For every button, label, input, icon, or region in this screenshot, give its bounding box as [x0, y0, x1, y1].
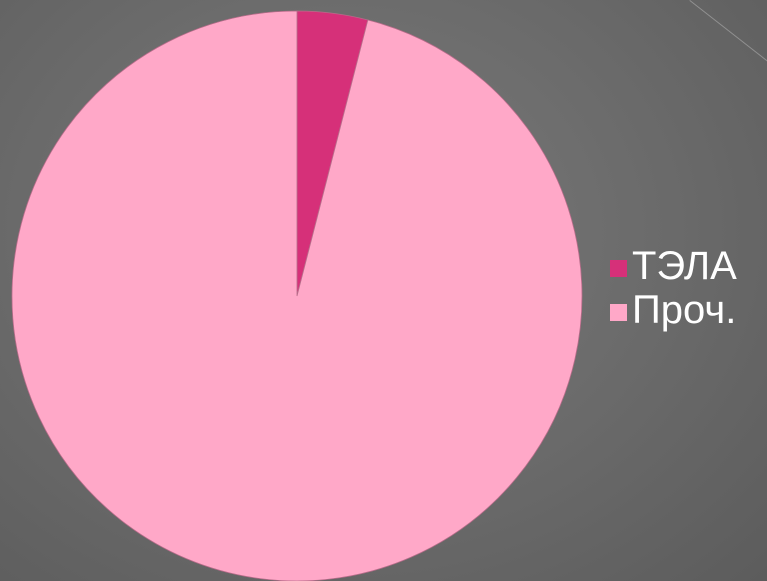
legend-label-tela: ТЭЛА [632, 244, 737, 288]
legend: ТЭЛА Проч. [610, 244, 737, 332]
legend-item-tela: ТЭЛА [610, 244, 737, 288]
legend-swatch-tela [610, 259, 627, 277]
legend-swatch-other [610, 303, 627, 321]
pie-slice-other [11, 10, 583, 581]
legend-label-other: Проч. [632, 288, 737, 332]
legend-item-other: Проч. [610, 288, 737, 332]
